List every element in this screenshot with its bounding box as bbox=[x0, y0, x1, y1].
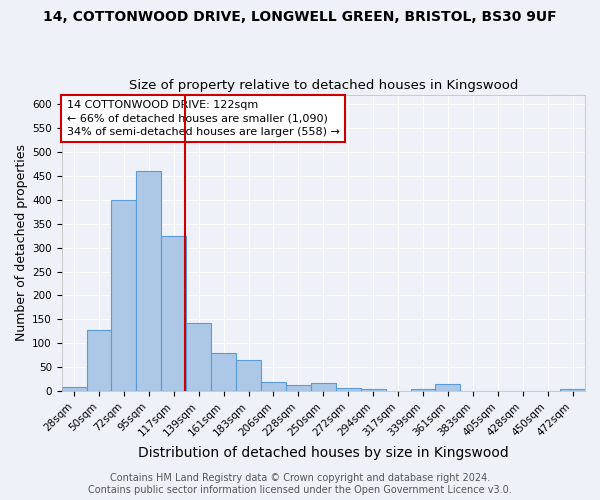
Bar bbox=[560, 388, 585, 391]
Title: Size of property relative to detached houses in Kingswood: Size of property relative to detached ho… bbox=[128, 79, 518, 92]
Bar bbox=[211, 354, 236, 391]
Bar bbox=[186, 322, 211, 391]
Bar bbox=[311, 384, 336, 391]
Text: Contains HM Land Registry data © Crown copyright and database right 2024.
Contai: Contains HM Land Registry data © Crown c… bbox=[88, 474, 512, 495]
Bar bbox=[86, 330, 112, 391]
Bar bbox=[336, 388, 361, 391]
Bar bbox=[62, 388, 86, 391]
Text: 14 COTTONWOOD DRIVE: 122sqm
← 66% of detached houses are smaller (1,090)
34% of : 14 COTTONWOOD DRIVE: 122sqm ← 66% of det… bbox=[67, 100, 340, 137]
Bar bbox=[161, 236, 186, 391]
Bar bbox=[286, 385, 311, 391]
Bar bbox=[436, 384, 460, 391]
Bar bbox=[136, 171, 161, 391]
Bar bbox=[410, 388, 436, 391]
Bar bbox=[236, 360, 261, 391]
Y-axis label: Number of detached properties: Number of detached properties bbox=[15, 144, 28, 342]
Bar bbox=[261, 382, 286, 391]
Text: 14, COTTONWOOD DRIVE, LONGWELL GREEN, BRISTOL, BS30 9UF: 14, COTTONWOOD DRIVE, LONGWELL GREEN, BR… bbox=[43, 10, 557, 24]
Bar bbox=[112, 200, 136, 391]
Bar bbox=[361, 388, 386, 391]
X-axis label: Distribution of detached houses by size in Kingswood: Distribution of detached houses by size … bbox=[138, 446, 509, 460]
